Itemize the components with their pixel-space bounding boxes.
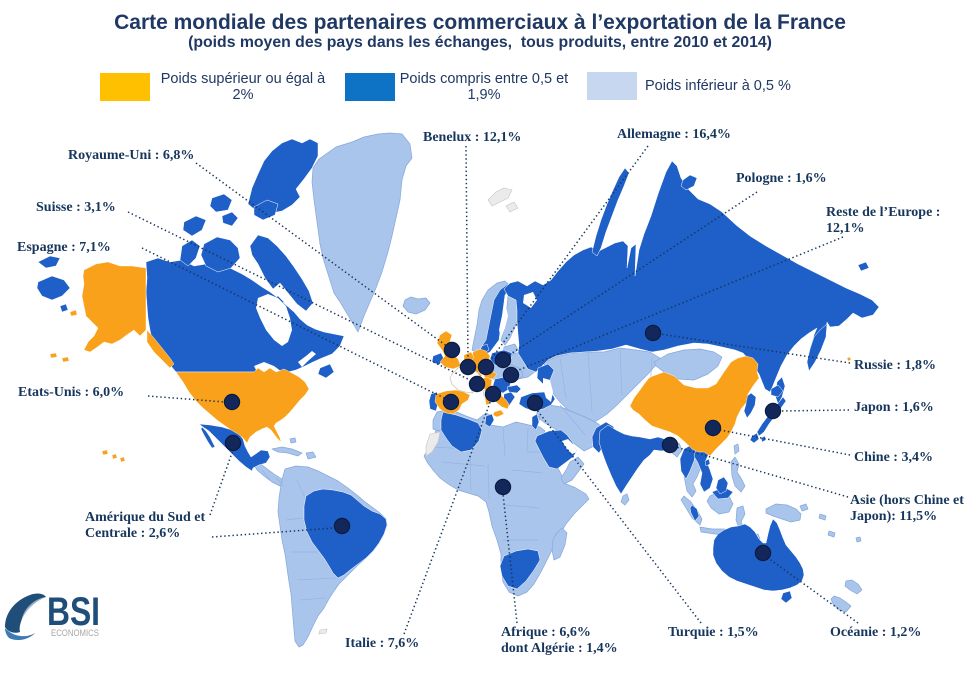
svg-text:BSI: BSI — [47, 590, 100, 634]
svg-text:ECONOMICS: ECONOMICS — [51, 628, 99, 639]
